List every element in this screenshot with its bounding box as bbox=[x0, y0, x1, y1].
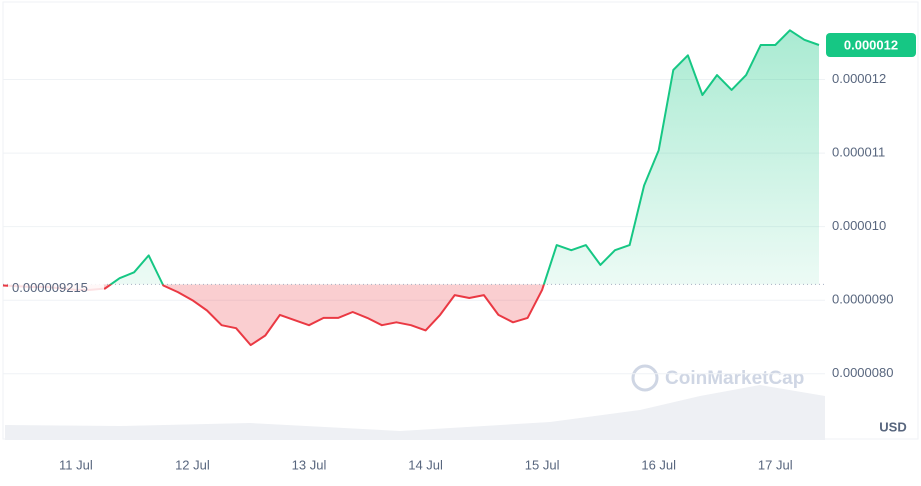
area-fill bbox=[3, 30, 819, 346]
y-tick-label: 0.000011 bbox=[832, 145, 885, 160]
price-tag-label: 0.000012 bbox=[844, 37, 898, 52]
price-line bbox=[2, 29, 820, 347]
y-tick-label: 0.0000080 bbox=[832, 365, 893, 380]
x-tick-label: 15 Jul bbox=[525, 457, 560, 472]
x-tick-label: 17 Jul bbox=[758, 457, 793, 472]
x-tick-label: 16 Jul bbox=[641, 457, 676, 472]
volume-band bbox=[5, 385, 825, 440]
y-tick-label: 0.0000090 bbox=[832, 292, 893, 307]
watermark: CoinMarketCap bbox=[631, 364, 804, 392]
x-tick-label: 13 Jul bbox=[292, 457, 327, 472]
x-tick-label: 14 Jul bbox=[408, 457, 443, 472]
y-tick-label: 0.000010 bbox=[832, 218, 886, 233]
y-tick-label: 0.000012 bbox=[832, 71, 886, 86]
price-tag bbox=[826, 32, 916, 57]
baseline-label: 0.000009215 bbox=[12, 280, 88, 295]
x-tick-label: 12 Jul bbox=[175, 457, 210, 472]
baseline-label-bg bbox=[8, 276, 104, 293]
watermark-text: CoinMarketCap bbox=[665, 368, 804, 389]
x-tick-label: 11 Jul bbox=[59, 457, 93, 472]
currency-label: USD bbox=[879, 419, 906, 434]
